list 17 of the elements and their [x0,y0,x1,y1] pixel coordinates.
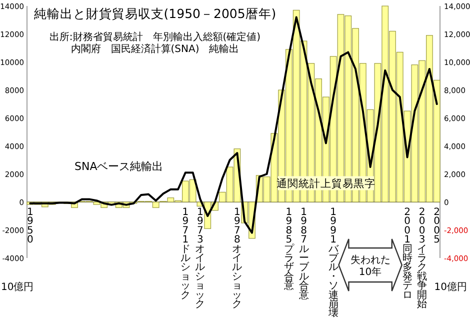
text: 出所:財務省貿易統計 年別輸出入総額(確定値) 内閣府 国民経済計算(SNA) 純輸出 [49,31,261,55]
chart-title: 純輸出と財貨貿易収支(1950－2005暦年) [34,6,276,21]
category-label: 1985プラザ合意 [284,207,294,292]
category-label: 1987ルーブル合意 [298,207,309,301]
annotation: 失われた 10年 [350,254,390,278]
category-label: 1973オイルショック [195,207,206,310]
y2-axis-title: 10億円 [434,281,467,293]
series-label: SNAベース純輸出 [74,160,164,173]
category-label: 2001同時多発テロ [402,207,412,301]
category-label: 1971ドルショック [180,207,190,301]
category-label: 2003イラク戦争開始 [417,207,428,310]
category-label: 1991バブル・ソ連崩壊 [328,207,338,320]
x-tick-label: 2005 [434,207,440,246]
y-axis-title: 10億円 [1,281,34,293]
x-tick-label: 1950 [26,207,34,246]
category-label: 1978オイルショック [232,207,242,310]
series-label: 通関統計上貿易黒字 [276,177,376,190]
